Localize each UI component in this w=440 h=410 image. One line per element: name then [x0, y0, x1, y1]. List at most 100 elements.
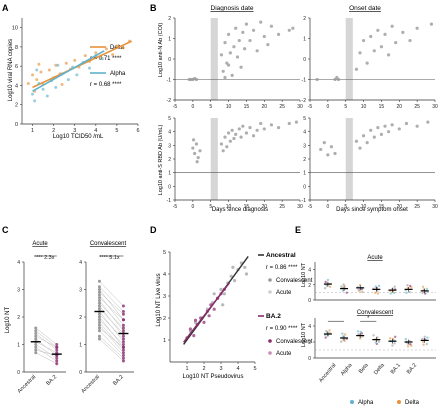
panel-e-point: [357, 332, 360, 336]
panel-c-chart: Acute Convalescent Log10 NT 0 1 2 3 4 **** 2.…: [5, 241, 134, 395]
panel-a-point-alpha: [31, 92, 35, 96]
panel-b-point-bottom-left: [262, 127, 266, 131]
panel-d-y-tick-label: 1: [163, 338, 166, 344]
panel-b-title-left: Diagnosis date: [211, 5, 254, 12]
panel-e-point: [425, 342, 429, 346]
panel-d-chart: Log10 NT Live virus Log10 NT Pseudovirus…: [156, 250, 313, 380]
panel-c-point-ancestral: [97, 293, 101, 297]
panel-e-point: [389, 337, 392, 340]
panel-a-point-delta: [73, 58, 77, 62]
panel-c-point-ba2: [55, 345, 59, 349]
panel-e-ylabel-top: Log10 NT: [301, 262, 307, 287]
panel-c-title-acute: Acute: [32, 241, 48, 247]
panel-b-point-top-left: [248, 38, 252, 43]
panel-c-pair-line: [99, 336, 124, 359]
panel-letter-b: B: [150, 3, 157, 13]
panel-e-y-tick-label: 2: [308, 340, 311, 346]
panel-c-y-tick-label: 2: [17, 315, 20, 321]
panel-d-point-ba2: [188, 327, 192, 331]
panel-a-x-tick-label: 3: [73, 128, 76, 134]
panel-c-pair-line: [99, 294, 124, 326]
panel-b-point-bottom-right: [369, 128, 373, 132]
panel-b-x-tick-label: 20: [262, 104, 268, 110]
panel-e-point: [409, 342, 412, 346]
panel-b-point-bottom-left: [191, 146, 195, 150]
legend-conv-label-1: Convalescent: [276, 278, 313, 284]
panel-e-point: [406, 345, 410, 348]
legend-acute-marker-1: [268, 290, 272, 294]
panel-c-point-ancestral: [97, 279, 101, 283]
panel-e-point: [341, 335, 345, 338]
panel-b-y-tick-label: -2: [167, 98, 172, 104]
panel-b-y-tick-label: -1: [302, 78, 307, 84]
panel-b-x-tick-label: 20: [397, 204, 403, 210]
panel-b-y-tick-label: 0: [303, 57, 306, 63]
panel-e-point: [393, 285, 396, 288]
panel-b-point-bottom-left: [241, 124, 245, 128]
panel-c-point-ba2: [55, 356, 59, 360]
panel-e-point: [409, 284, 412, 288]
panel-b-point-bottom-right: [358, 146, 362, 150]
panel-b-y-tick-label: -1: [167, 78, 172, 84]
panel-e-point: [421, 337, 424, 341]
panel-b-y-tick-label: 1: [168, 171, 171, 177]
panel-e-point: [324, 280, 327, 284]
panel-b-x-tick-label: 15: [244, 104, 250, 110]
panel-d-point-ancestral: [222, 292, 226, 296]
panel-letter-a: A: [2, 3, 9, 13]
panel-a-point-alpha: [100, 56, 104, 60]
panel-c-fold-change: **** 2.3x: [34, 255, 55, 261]
panel-e-point: [421, 340, 425, 344]
panel-e-y-tick-label: 4: [308, 324, 311, 330]
panel-b-point-bottom-left: [251, 134, 256, 138]
panel-e-point: [374, 291, 377, 294]
legend-alpha-r: r = 0.68 ****: [90, 82, 122, 88]
panel-b-x-tick-label: 15: [379, 104, 385, 110]
panel-b-point-bottom-left: [232, 136, 236, 141]
panel-a-point-delta: [31, 73, 35, 77]
panel-c-point-ba2: [121, 310, 125, 313]
panel-b-point-bottom-left: [223, 135, 227, 139]
panel-b-point-top-left: [239, 65, 243, 69]
panel-c-pair-line: [99, 292, 124, 315]
panel-e-point: [377, 284, 381, 288]
panel-d-y-tick-label: 4: [163, 272, 166, 278]
panel-a-y-tick-label: 4: [15, 83, 18, 89]
panel-c-point-ancestral: [97, 321, 101, 324]
panel-b-x-tick-label: 0: [191, 204, 194, 210]
panel-c-point-ba2: [121, 329, 125, 333]
panel-b-y-tick-label: 1: [303, 37, 306, 43]
panel-b-x-tick-label: 15: [244, 204, 250, 210]
panel-b-point-bottom-right: [329, 145, 334, 149]
panel-b-point-top-right: [415, 26, 419, 30]
panel-b-point-bottom-left: [193, 151, 197, 156]
panel-c-ylabel: Log10 NT: [5, 306, 11, 333]
legend-alpha-label: Alpha: [110, 71, 126, 77]
panel-e-ylabel-bottom: Log10 NT: [301, 322, 307, 347]
panel-c-point-ba2: [121, 312, 125, 316]
panel-e-point: [323, 286, 327, 290]
panel-c-point-ba2: [55, 359, 59, 363]
panel-b-point-bottom-left: [228, 139, 232, 143]
panel-c-x-tick-label: Ancestral: [17, 374, 37, 394]
panel-d-point-ancestral: [231, 265, 235, 269]
panel-e-y-tick-label: 0: [308, 298, 311, 304]
panel-a-point-alpha: [54, 85, 58, 89]
panel-b-y-tick-label: 0: [168, 184, 171, 190]
panel-b-x-tick-label: -5: [173, 204, 178, 210]
panel-e-sig-star: *: [367, 316, 370, 322]
panel-b-x-tick-label: -5: [308, 104, 313, 110]
panel-c-x-tick-label: BA.2: [45, 374, 58, 387]
panel-a-y-tick-label: 10: [12, 26, 18, 32]
panel-c-pair-line: [35, 347, 57, 362]
panel-b-x-tick-label: 25: [414, 104, 420, 110]
panel-d-x-tick-label: 5: [253, 366, 256, 372]
panel-b-point-top-left: [221, 69, 225, 73]
legend-acute-marker-2: [268, 351, 272, 355]
panel-c-point-ancestral: [34, 337, 38, 341]
panel-e-y-tick-label: 0: [308, 356, 311, 362]
panel-a-point-delta: [35, 78, 39, 82]
legend-conv-label-2: Convalescent: [276, 339, 313, 345]
panel-e-x-tick-label: BA.1: [390, 362, 402, 375]
panel-c-point-ba2: [55, 348, 59, 352]
